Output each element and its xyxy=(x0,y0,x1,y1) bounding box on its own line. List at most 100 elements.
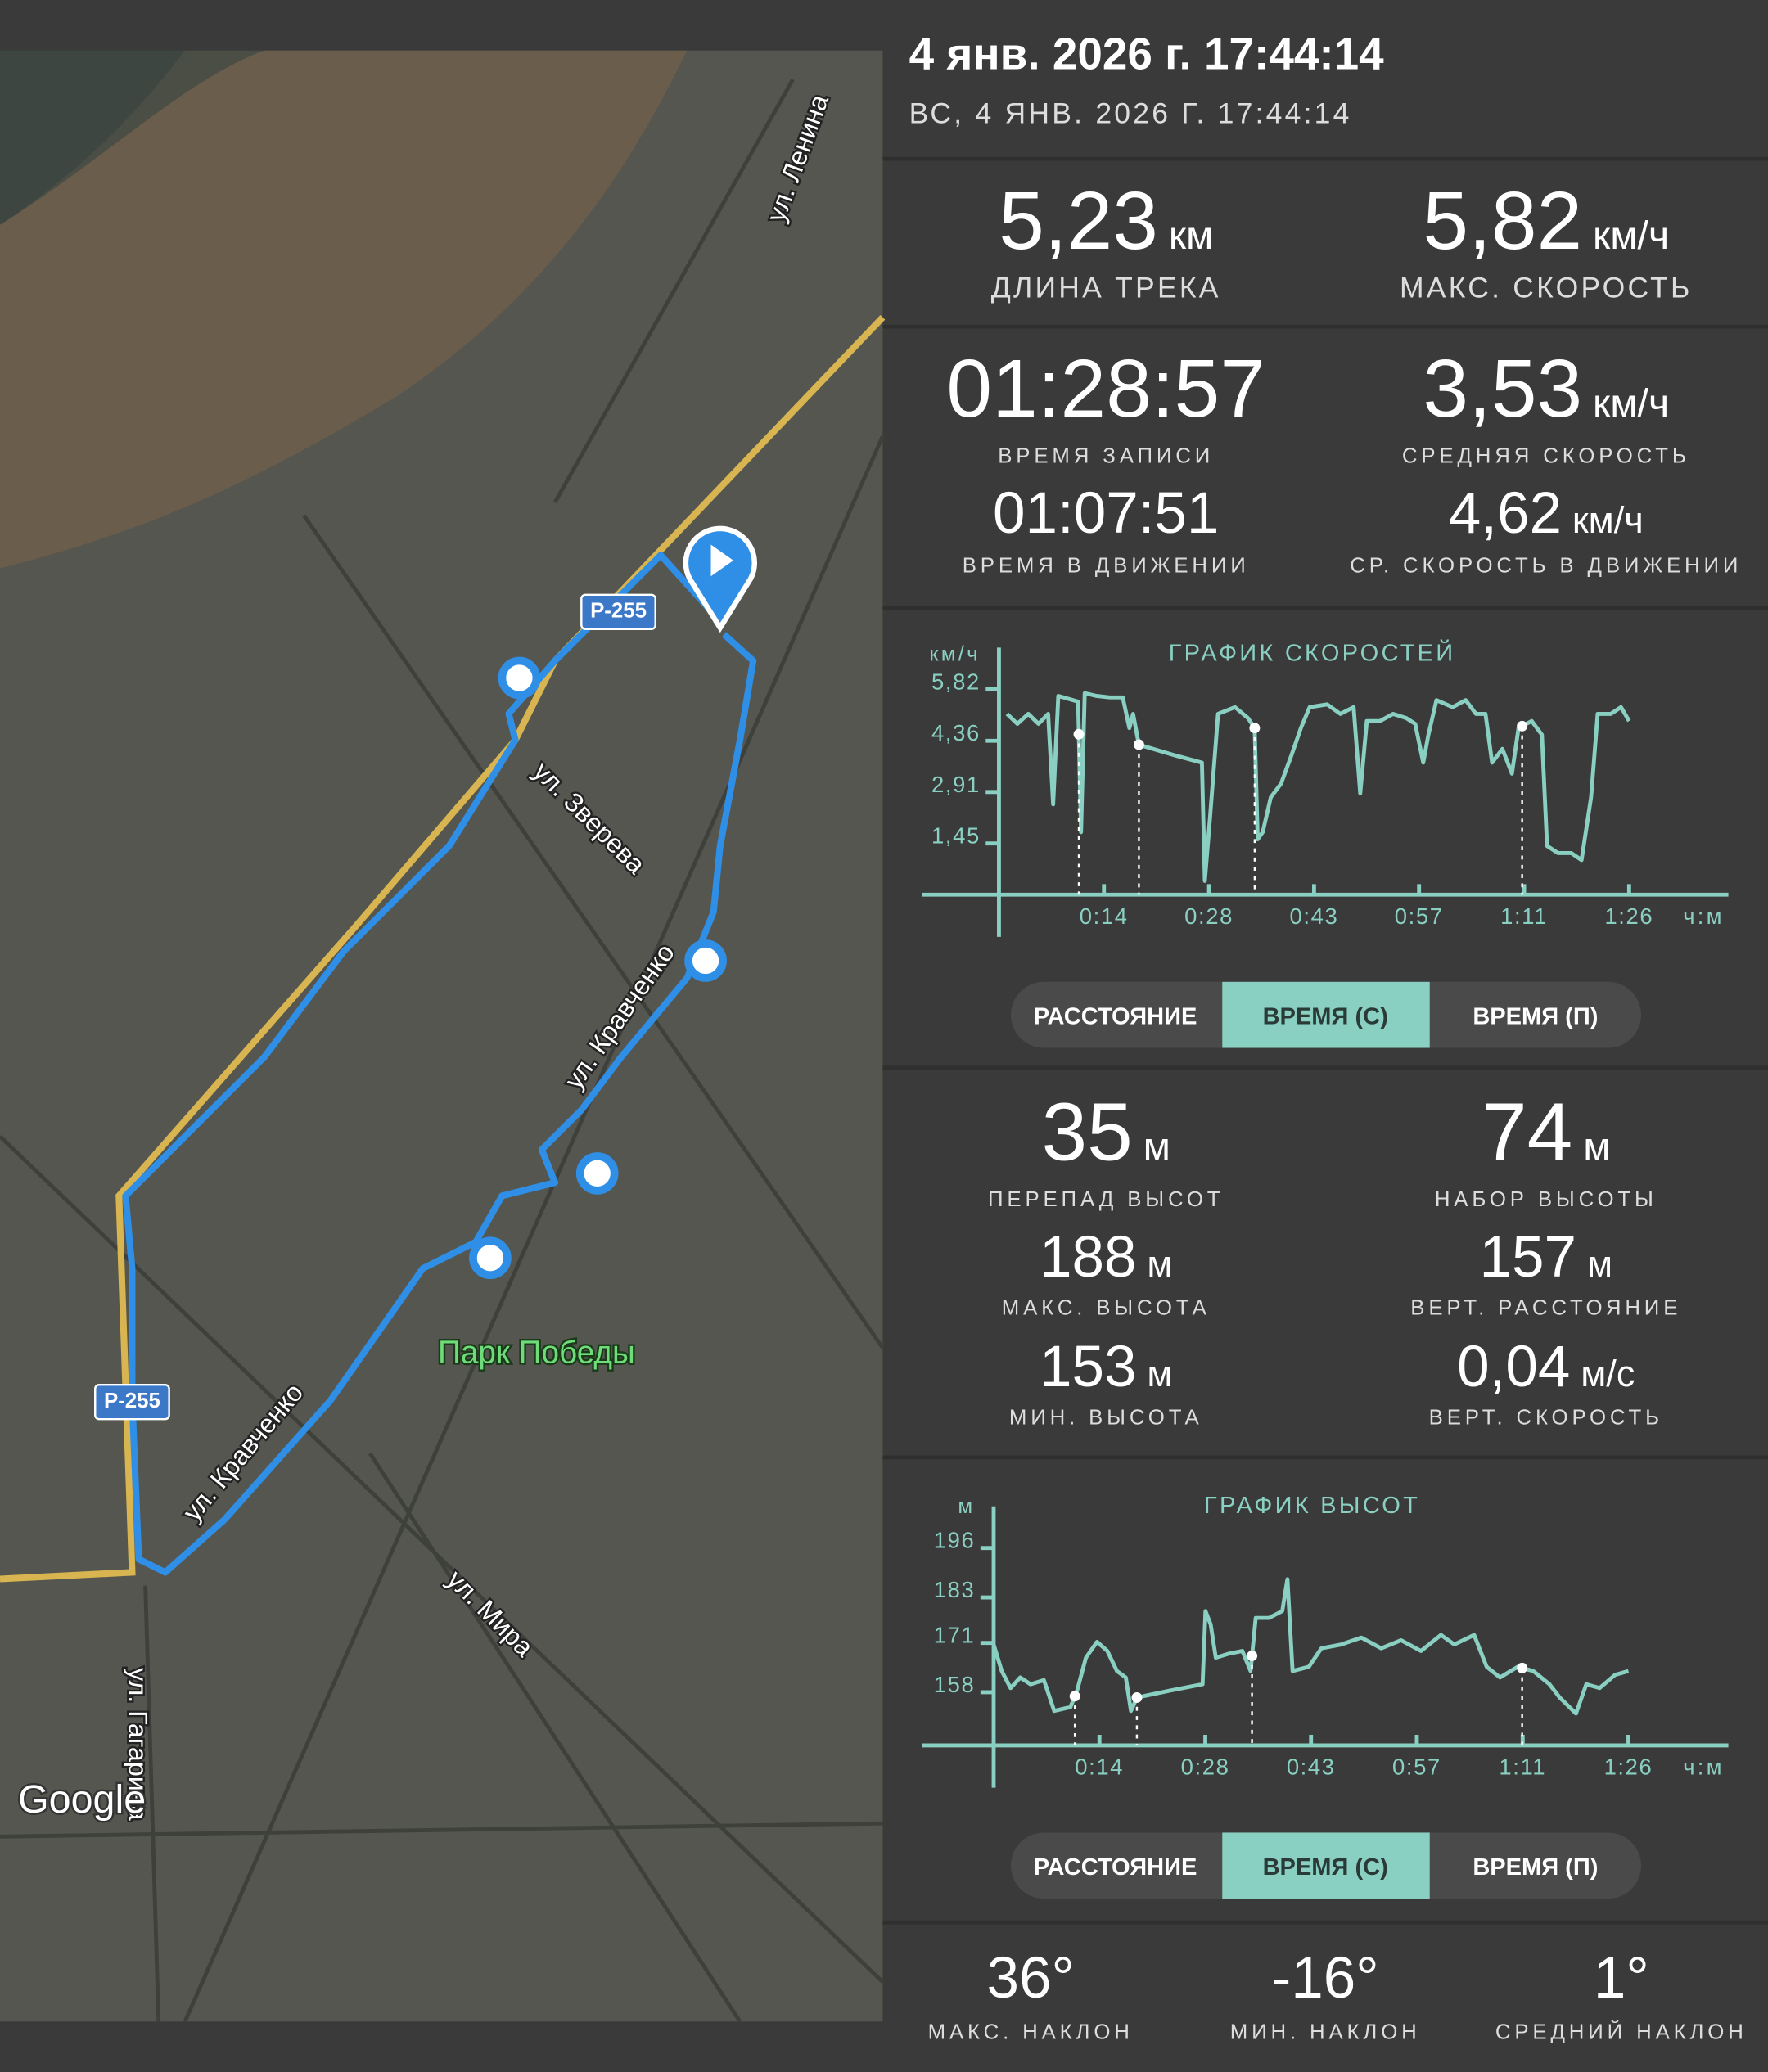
stat-label: ВРЕМЯ ЗАПИСИ xyxy=(998,444,1214,467)
y-tick-label: 1,45 xyxy=(931,823,981,849)
map-label-text: Р-255 xyxy=(590,600,647,623)
stat-unit: км/ч xyxy=(1572,499,1644,541)
y-axis-label: м xyxy=(958,1495,975,1518)
marker-dot xyxy=(1069,1691,1080,1702)
stat-unit: км/ч xyxy=(1593,214,1669,258)
stat-unit: м xyxy=(1583,1125,1610,1169)
toggle-selected[interactable] xyxy=(1222,1832,1430,1899)
start-pin[interactable] xyxy=(683,525,758,633)
marker-dot xyxy=(1247,1650,1258,1661)
map-label: Р-255 xyxy=(580,593,656,630)
x-tick-label: 0:28 xyxy=(1184,903,1234,929)
stat-number: 1° xyxy=(1594,1946,1649,2011)
x-tick-label: 1:11 xyxy=(1499,1754,1546,1779)
stat-value: 01:28:57 xyxy=(946,343,1265,435)
stat-label: ПЕРЕПАД ВЫСОТ xyxy=(988,1188,1224,1211)
chart-title: ГРАФИК СКОРОСТЕЙ xyxy=(1169,639,1456,667)
stat-label: МИН. НАКЛОН xyxy=(1230,2020,1421,2043)
y-tick-label: 171 xyxy=(934,1623,976,1648)
marker-dot xyxy=(1133,739,1144,750)
marker-dot xyxy=(1249,723,1261,734)
streets xyxy=(0,79,885,2023)
stat-label: СР. СКОРОСТЬ В ДВИЖЕНИИ xyxy=(1350,554,1742,577)
stat-value: 4,62 км/ч xyxy=(1449,481,1644,546)
stat-value: 74 м xyxy=(1482,1087,1611,1178)
separators xyxy=(882,156,1768,1925)
stat-unit: м xyxy=(1143,1125,1170,1169)
toggle-option[interactable]: ВРЕМЯ (С) xyxy=(1263,1854,1388,1881)
x-tick-label: 0:57 xyxy=(1392,1754,1441,1779)
stat-value: 35 м xyxy=(1041,1087,1170,1178)
stat-label: ВЕРТ. СКОРОСТЬ xyxy=(1429,1407,1663,1430)
stat-number: 36° xyxy=(986,1946,1074,2011)
map-label: Р-255 xyxy=(94,1383,170,1421)
stat-value: 153 м xyxy=(1040,1335,1172,1399)
river xyxy=(0,50,186,225)
stat-label: СРЕДНЯЯ СКОРОСТЬ xyxy=(1402,444,1690,467)
y-axis-label: км/ч xyxy=(929,643,981,666)
x-tick-label: 0:28 xyxy=(1181,1754,1230,1779)
toggle-selected[interactable] xyxy=(1222,981,1430,1048)
stat-value: 157 м xyxy=(1480,1225,1612,1290)
y-tick-label: 183 xyxy=(934,1577,976,1602)
stat-number: -16° xyxy=(1272,1946,1379,2011)
stat-label: МИН. ВЫСОТА xyxy=(1009,1407,1203,1430)
stat-label: ВРЕМЯ В ДВИЖЕНИИ xyxy=(963,554,1250,577)
x-tick-label: 0:14 xyxy=(1080,903,1129,929)
marker-dot xyxy=(1131,1692,1143,1703)
road-shield xyxy=(94,1383,170,1421)
stat-label: СРЕДНИЙ НАКЛОН xyxy=(1495,2019,1748,2043)
stat-unit: км/ч xyxy=(1593,381,1669,426)
toggle-option[interactable]: РАССТОЯНИЕ xyxy=(1034,1854,1197,1881)
map-label-text: Парк Победы xyxy=(438,1335,635,1370)
stat-label: НАБОР ВЫСОТЫ xyxy=(1435,1188,1658,1211)
stat-label: МАКС. СКОРОСТЬ xyxy=(1400,272,1693,304)
stat-number: 157 xyxy=(1480,1225,1577,1290)
data-line xyxy=(991,1577,1630,1716)
city xyxy=(0,50,883,2022)
stat-number: 4,62 xyxy=(1449,481,1562,546)
stat-value: 36° xyxy=(986,1946,1074,2011)
stat-number: 74 xyxy=(1482,1087,1572,1178)
stat-value: -16° xyxy=(1272,1946,1379,2011)
stat-number: 01:07:51 xyxy=(993,481,1219,546)
toggle-option[interactable]: ВРЕМЯ (П) xyxy=(1473,1854,1598,1881)
toggle-option[interactable]: ВРЕМЯ (П) xyxy=(1473,1003,1598,1029)
stat-value: 188 м xyxy=(1040,1225,1172,1290)
stat-number: 153 xyxy=(1040,1335,1137,1399)
x-axis-label: ч:м xyxy=(1683,1754,1724,1779)
stat-value: 5,23 км xyxy=(999,175,1213,267)
stat-number: 35 xyxy=(1041,1087,1132,1178)
stat-label: МАКС. НАКЛОН xyxy=(928,2020,1134,2043)
stat-value: 5,82 км/ч xyxy=(1423,175,1669,267)
stat-unit: м xyxy=(1147,1243,1172,1285)
hills xyxy=(0,50,688,569)
x-tick-label: 0:43 xyxy=(1287,1754,1336,1779)
waypoints xyxy=(469,656,727,1280)
y-tick-label: 4,36 xyxy=(931,720,981,745)
marker-dot xyxy=(1073,728,1085,740)
marker-dot xyxy=(1517,1662,1528,1673)
stat-number: 5,82 xyxy=(1423,175,1582,267)
stat-value: 0,04 м/с xyxy=(1457,1335,1635,1399)
stat-unit: м/с xyxy=(1581,1353,1635,1394)
x-tick-label: 1:26 xyxy=(1604,1754,1653,1779)
chart-title: ГРАФИК ВЫСОТ xyxy=(1204,1493,1420,1519)
data-line xyxy=(1005,691,1631,883)
map-label-text: ул. Гагарина xyxy=(124,1668,153,1821)
stat-label: ДЛИНА ТРЕКА xyxy=(991,272,1221,304)
map-label: ул. Гагарина xyxy=(121,1666,155,1822)
stat-value: 3,53 км/ч xyxy=(1423,343,1669,435)
x-tick-label: 0:14 xyxy=(1075,1754,1124,1779)
x-tick-label: 0:57 xyxy=(1395,903,1444,929)
toggle-option[interactable]: РАССТОЯНИЕ xyxy=(1034,1003,1197,1029)
stat-unit: км xyxy=(1169,214,1213,258)
toggle-option[interactable]: ВРЕМЯ (С) xyxy=(1263,1003,1388,1029)
map-label: Парк Победы xyxy=(436,1333,638,1372)
x-tick-label: 1:26 xyxy=(1604,903,1653,929)
stat-value: 1° xyxy=(1594,1946,1649,2011)
stat-number: 0,04 xyxy=(1457,1335,1570,1399)
